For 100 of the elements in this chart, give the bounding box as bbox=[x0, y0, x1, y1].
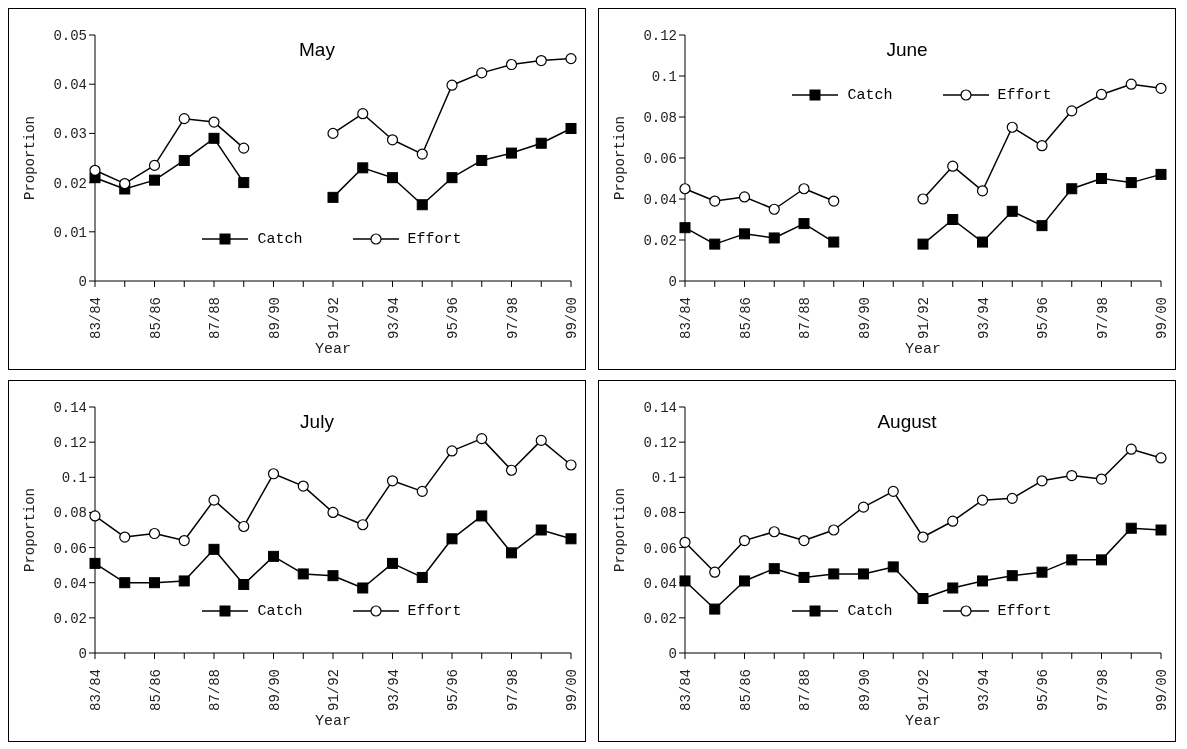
point bbox=[505, 464, 518, 476]
legend-label: Catch bbox=[846, 603, 893, 620]
point bbox=[798, 218, 810, 230]
point bbox=[476, 154, 488, 166]
point bbox=[148, 159, 161, 171]
point bbox=[679, 183, 691, 195]
point bbox=[267, 468, 280, 480]
point bbox=[89, 557, 101, 569]
point bbox=[1125, 522, 1137, 534]
point bbox=[446, 533, 458, 545]
point bbox=[89, 164, 101, 176]
point bbox=[1036, 475, 1048, 487]
legend-label: Catch bbox=[256, 231, 303, 248]
point bbox=[768, 203, 780, 215]
point bbox=[857, 501, 870, 513]
point bbox=[977, 236, 988, 248]
point bbox=[738, 534, 751, 547]
y-axis-title: Proportion bbox=[611, 115, 628, 201]
y-tick-label: 0.06 bbox=[643, 540, 677, 557]
point bbox=[565, 459, 577, 471]
point bbox=[357, 582, 369, 594]
point bbox=[178, 113, 190, 125]
point bbox=[977, 575, 988, 587]
x-tick-label: 83/84 bbox=[88, 297, 104, 340]
y-tick-label: 0 bbox=[78, 645, 87, 662]
x-tick-label: 91/92 bbox=[326, 297, 342, 340]
x-tick-label: 87/88 bbox=[207, 669, 223, 712]
x-axis-title: Year bbox=[904, 341, 942, 358]
x-tick-label: 99/00 bbox=[1154, 297, 1170, 340]
y-tick-label: 0.04 bbox=[643, 191, 677, 208]
point bbox=[387, 557, 398, 569]
point bbox=[476, 510, 488, 522]
x-tick-label: 85/86 bbox=[147, 297, 164, 340]
chart-title: July bbox=[300, 411, 334, 432]
point bbox=[148, 527, 161, 540]
point bbox=[268, 550, 279, 562]
point bbox=[446, 79, 458, 91]
point bbox=[798, 183, 810, 195]
x-tick-label: 85/86 bbox=[147, 669, 164, 712]
point bbox=[565, 533, 577, 545]
x-tick-label: 93/94 bbox=[975, 297, 992, 340]
x-tick-label: 97/98 bbox=[504, 669, 521, 712]
point bbox=[709, 566, 721, 578]
x-tick-label: 89/90 bbox=[856, 669, 873, 712]
x-tick-label: 95/96 bbox=[1035, 669, 1051, 712]
point bbox=[238, 177, 250, 189]
point bbox=[1066, 469, 1078, 482]
point bbox=[739, 575, 750, 587]
point bbox=[238, 142, 250, 154]
point bbox=[357, 108, 369, 120]
point bbox=[1125, 78, 1137, 90]
point bbox=[149, 174, 160, 186]
point bbox=[1006, 205, 1018, 217]
point bbox=[327, 191, 339, 203]
x-tick-label: 89/90 bbox=[856, 297, 873, 340]
x-tick-label: 87/88 bbox=[797, 669, 813, 712]
point bbox=[739, 228, 750, 240]
point bbox=[387, 172, 398, 184]
y-tick-label: 0.1 bbox=[651, 470, 677, 487]
x-tick-label: 91/92 bbox=[916, 669, 932, 712]
point bbox=[1006, 570, 1018, 582]
x-tick-label: 85/86 bbox=[737, 669, 754, 712]
point bbox=[446, 172, 458, 184]
x-tick-label: 93/94 bbox=[385, 297, 402, 340]
x-tick-label: 95/96 bbox=[1035, 297, 1051, 340]
point bbox=[1036, 566, 1048, 578]
point bbox=[178, 534, 190, 547]
y-tick-label: 0 bbox=[668, 273, 677, 290]
x-tick-label: 91/92 bbox=[326, 669, 342, 712]
point bbox=[1155, 524, 1167, 536]
y-tick-label: 0.02 bbox=[643, 610, 677, 627]
point bbox=[798, 571, 810, 583]
x-tick-label: 95/96 bbox=[445, 669, 461, 712]
point bbox=[327, 570, 339, 582]
legend-label: Effort bbox=[406, 603, 462, 620]
chart-title: June bbox=[886, 39, 928, 60]
point bbox=[297, 480, 309, 492]
point bbox=[476, 433, 488, 445]
y-axis-title: Proportion bbox=[611, 487, 628, 573]
point bbox=[828, 236, 840, 248]
y-tick-label: 0.1 bbox=[61, 470, 87, 487]
point bbox=[357, 162, 369, 174]
point bbox=[535, 524, 547, 536]
point bbox=[119, 531, 131, 543]
y-axis-title: Proportion bbox=[21, 115, 38, 201]
point bbox=[976, 494, 989, 506]
y-tick-label: 0.06 bbox=[643, 150, 677, 167]
y-tick-label: 0.04 bbox=[53, 77, 87, 94]
x-axis-title: Year bbox=[314, 341, 352, 358]
x-tick-label: 99/00 bbox=[1154, 669, 1170, 712]
point bbox=[1095, 473, 1108, 485]
x-tick-label: 97/98 bbox=[504, 297, 521, 340]
point bbox=[535, 137, 547, 149]
x-tick-label: 87/88 bbox=[207, 297, 223, 340]
point bbox=[506, 547, 517, 559]
point bbox=[416, 148, 428, 160]
y-tick-label: 0 bbox=[668, 645, 677, 662]
point bbox=[535, 54, 547, 67]
point bbox=[1066, 105, 1078, 117]
point bbox=[506, 147, 517, 159]
